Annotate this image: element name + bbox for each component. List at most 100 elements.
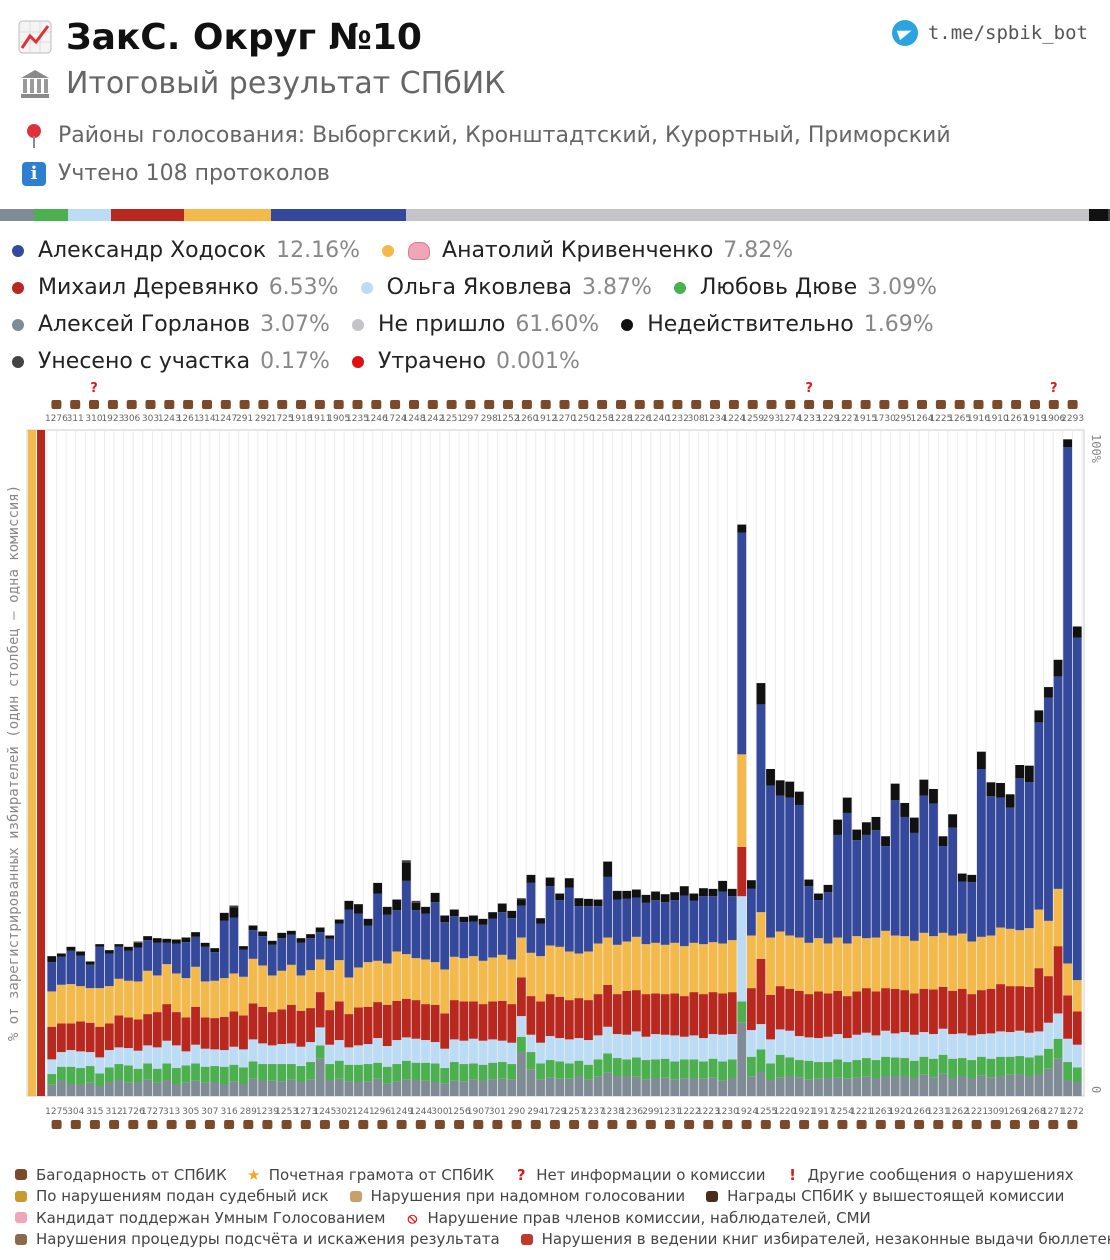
bar-segment (56, 1052, 66, 1067)
thumb-icon (281, 1120, 292, 1129)
bar-segment (900, 802, 910, 817)
bar-segment (737, 1022, 747, 1096)
bar-segment (1044, 976, 1053, 1023)
thumb-icon (894, 1120, 905, 1129)
bar-segment (536, 918, 545, 924)
bar-segment (689, 1078, 699, 1096)
bar-segment (996, 984, 1005, 1032)
bar-segment (219, 1016, 229, 1051)
bottom-commission-label: 1263 (869, 1107, 892, 1117)
thumb-icon (107, 400, 118, 409)
bar-segment (746, 880, 756, 889)
bar-segment (823, 1036, 833, 1063)
bar-segment (670, 1061, 680, 1080)
thumb-icon (879, 400, 890, 409)
legend-item: Михаил Деревянко 6.53% (12, 275, 339, 300)
footer-item: По нарушениям подан судебный иск (12, 1187, 329, 1205)
bar-segment (315, 959, 325, 993)
legend-item: Любовь Дюве 3.09% (673, 275, 937, 300)
bar-segment (833, 990, 843, 1035)
bar-segment (775, 1054, 785, 1078)
bar-segment (469, 1001, 478, 1039)
top-commission-label: 1267 (1005, 414, 1028, 424)
bar-segment (95, 1086, 105, 1096)
bar-segment (919, 1032, 929, 1057)
footer-item: Кандидат поддержан Умным Голосованием (12, 1209, 385, 1227)
bar-segment (823, 993, 833, 1037)
thumb-icon (672, 400, 683, 409)
bar-segment (852, 840, 862, 937)
bar-segment (948, 990, 958, 1035)
bar-segment (938, 1073, 948, 1096)
bar-segment (852, 991, 862, 1035)
bar-segment (948, 1078, 958, 1096)
bar-segment (957, 881, 967, 934)
bar-segment (718, 943, 728, 994)
bar-segment (967, 994, 977, 1036)
bar-segment (258, 1064, 268, 1081)
bar-segment (66, 1084, 76, 1096)
bar-segment (890, 800, 900, 936)
thumb-icon (319, 1120, 330, 1129)
bar-segment (354, 913, 363, 968)
bar-segment (392, 899, 402, 911)
bar-segment (430, 1042, 440, 1064)
bar-segment (976, 768, 986, 937)
bar-segment (823, 1062, 833, 1079)
bottom-commission-label: 1726 (122, 1107, 145, 1117)
bar-segment (1053, 1038, 1063, 1059)
top-commission-label: 1240 (647, 414, 670, 424)
bar-segment (641, 1079, 651, 1096)
bar-segment (133, 942, 143, 948)
thumb-icon (559, 400, 570, 409)
bar-segment (823, 892, 833, 944)
legend-row: Унесено с участка 0.17% Утрачено 0.001% (12, 343, 1102, 380)
bar-segment (306, 1079, 315, 1096)
bar-segment (699, 994, 708, 1039)
bar-segment (746, 1056, 756, 1077)
bar-segment (401, 1060, 411, 1080)
bar-segment (900, 816, 910, 937)
legend-value: 1.69% (863, 312, 934, 337)
telegram-link[interactable]: t.me/spbik_bot (891, 20, 1088, 46)
bar-segment (488, 918, 498, 958)
top-commission-label: 1260 (515, 414, 538, 424)
bar-segment (76, 955, 85, 987)
bar-segment (641, 944, 651, 995)
bar-segment (325, 970, 335, 1011)
bar-segment (133, 1019, 143, 1051)
bar-segment (95, 1057, 105, 1074)
footer-text: Нет информации о комиссии (536, 1165, 766, 1184)
bar-segment (430, 1063, 440, 1083)
bar-segment (133, 981, 143, 1020)
bar-segment (267, 940, 277, 945)
bar-segment (354, 1064, 363, 1083)
bar-segment (1044, 697, 1053, 921)
thumb-icon (51, 400, 62, 409)
thumb-icon (1048, 400, 1059, 409)
bar-segment (133, 947, 143, 982)
thumb-icon (484, 400, 495, 409)
thumb-icon (728, 400, 739, 409)
bar-segment (881, 1030, 890, 1057)
bar-segment (641, 994, 651, 1037)
bar-segment (708, 1077, 718, 1096)
top-commission-label: 1259 (741, 414, 764, 424)
bar-segment (469, 921, 478, 957)
bar-segment (679, 1036, 689, 1060)
protocols-row: i Учтено 108 протоколов (22, 161, 330, 186)
thumb-icon (664, 1120, 675, 1129)
bar-segment (526, 1069, 536, 1096)
bar-segment (1024, 986, 1034, 1033)
bar-segment (286, 930, 296, 935)
bar-segment (430, 892, 440, 903)
stacked-bar-chart: % от зарегистрированных избирателей (оди… (6, 381, 1103, 1129)
bar-segment (929, 788, 938, 804)
bottom-commission-label: 290 (508, 1107, 525, 1117)
bar-segment (459, 1081, 469, 1096)
top-commission-label: 1910 (986, 414, 1009, 424)
bar-segment (210, 1082, 220, 1096)
bottom-commission-label: 1727 (141, 1107, 164, 1117)
bar-segment (919, 795, 929, 933)
bar-segment (171, 1045, 181, 1069)
